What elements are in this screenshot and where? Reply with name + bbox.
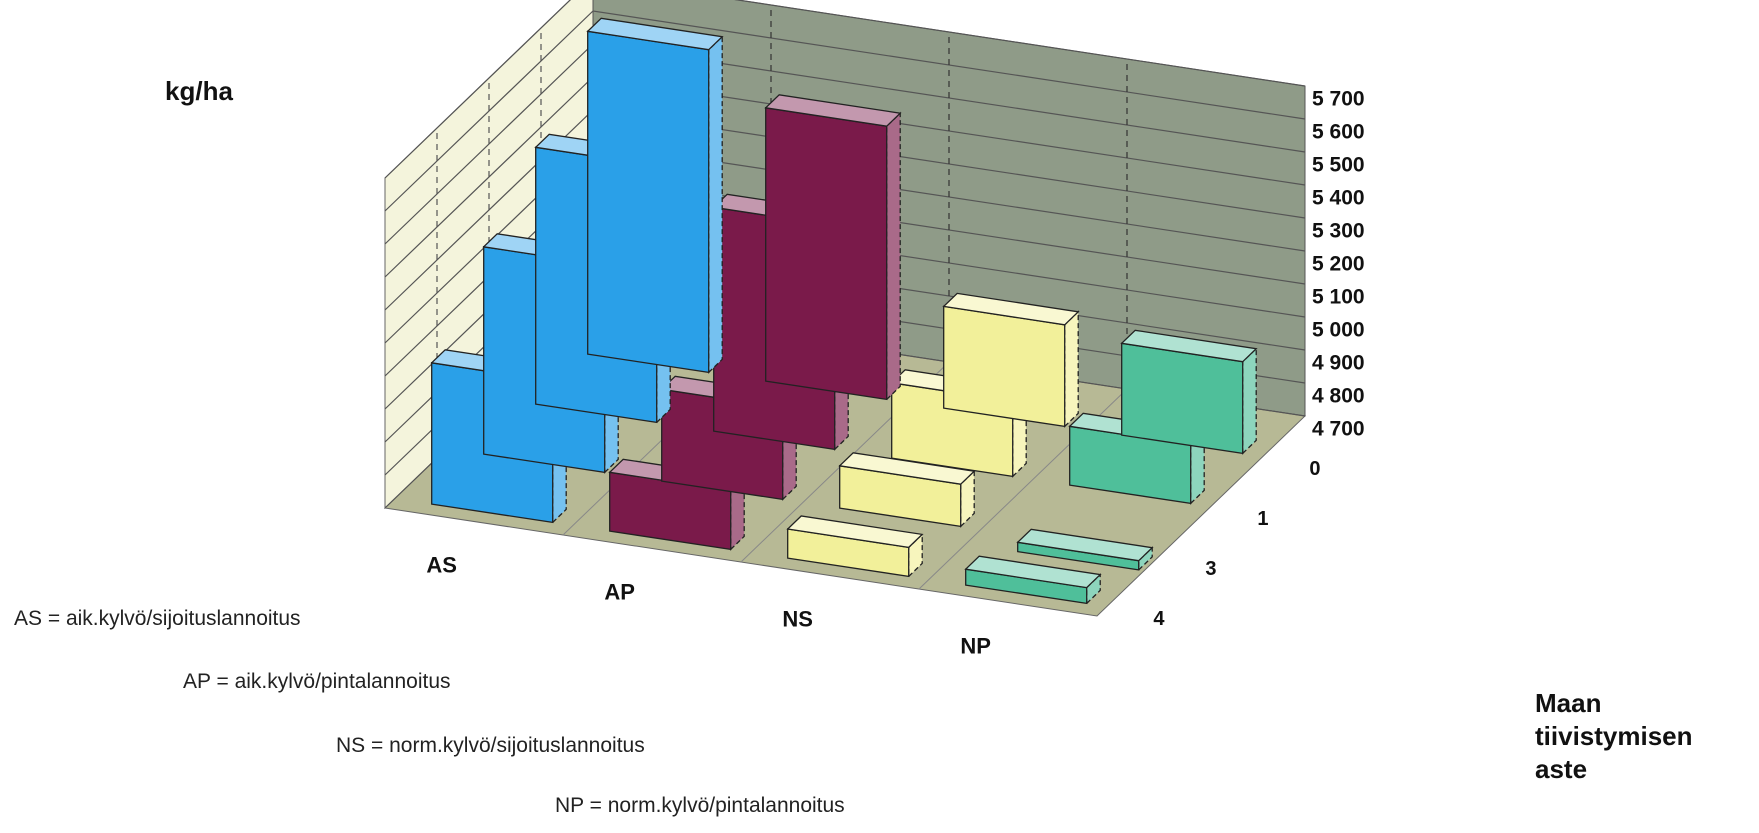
bars — [430, 17, 1258, 605]
bar-np-0 — [1120, 329, 1258, 455]
bar-ns-3 — [838, 452, 976, 528]
y-tick-label: 5 400 — [1312, 187, 1365, 210]
depth-category-label: 1 — [1257, 508, 1268, 530]
x-axis-categories: AS AP NS NP — [426, 553, 991, 659]
y-axis-ticks: 4 700 4 800 4 900 5 000 5 100 5 200 5 300 5 400… — [1312, 88, 1365, 441]
bar-ns-0 — [942, 292, 1080, 428]
depth-category-label: 0 — [1309, 458, 1320, 480]
y-tick-label: 5 300 — [1312, 220, 1365, 243]
x-category-label: NP — [960, 634, 991, 659]
y-axis-label: kg/ha — [165, 76, 233, 106]
bar-as-0 — [586, 17, 724, 374]
y-tick-label: 4 800 — [1312, 385, 1365, 408]
gridline — [384, 10, 1306, 212]
depth-category-label: 4 — [1153, 608, 1165, 630]
y-tick-label: 5 100 — [1312, 286, 1365, 309]
y-tick-label: 4 900 — [1312, 352, 1365, 375]
y-tick-label: 4 700 — [1312, 418, 1365, 441]
y-tick-label: 5 200 — [1312, 253, 1365, 276]
bar-ns-4 — [786, 515, 924, 578]
x-category-label: AP — [604, 580, 635, 605]
bar-ap-0 — [764, 94, 902, 401]
legend-item-ap: AP = aik.kylvö/pintalannoitus — [183, 670, 451, 693]
bar-np-3 — [1016, 528, 1154, 572]
y-tick-label: 5 000 — [1312, 319, 1365, 342]
depth-axis-categories: 0 1 3 4 — [1153, 458, 1320, 630]
gridline — [384, 0, 1306, 179]
legend-item-np: NP = norm.kylvö/pintalannoitus — [555, 794, 845, 817]
depth-category-label: 3 — [1205, 558, 1216, 580]
y-tick-label: 5 500 — [1312, 154, 1365, 177]
y-tick-label: 5 700 — [1312, 88, 1365, 111]
x-category-label: NS — [782, 607, 813, 632]
legend-item-as: AS = aik.kylvö/sijoituslannoitus — [14, 607, 301, 630]
depth-axis-label: Maan tiivistymisen aste — [1535, 688, 1700, 784]
legend-item-ns: NS = norm.kylvö/sijoituslannoitus — [336, 734, 645, 757]
bar-np-4 — [964, 555, 1102, 605]
x-category-label: AS — [426, 553, 457, 578]
y-tick-label: 5 600 — [1312, 121, 1365, 144]
